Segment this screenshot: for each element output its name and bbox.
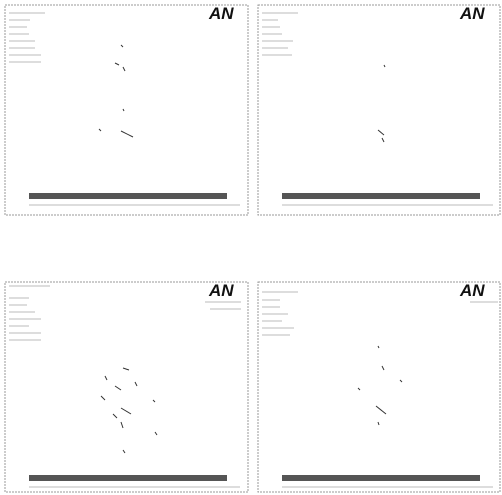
color-legend — [29, 475, 227, 481]
panel: AN — [4, 281, 249, 493]
logo: AN — [208, 4, 234, 23]
panel: AN — [257, 4, 501, 216]
model-plot — [98, 44, 134, 138]
info-lines — [9, 285, 241, 341]
panel-frame — [4, 281, 249, 493]
logo: AN — [208, 281, 234, 300]
info-lines — [262, 12, 298, 56]
logo: AN — [459, 4, 485, 23]
info-lines — [9, 12, 45, 63]
panel-frame — [257, 281, 501, 493]
model-plot — [357, 345, 403, 426]
panel-frame — [4, 4, 249, 216]
model-plot — [100, 367, 158, 454]
panel: AN — [4, 4, 249, 216]
color-legend — [282, 475, 480, 481]
color-legend — [282, 193, 480, 199]
panel: AN — [257, 281, 501, 493]
model-plot — [377, 64, 386, 143]
color-legend — [29, 193, 227, 199]
info-lines — [262, 291, 498, 336]
logo: AN — [459, 281, 485, 300]
panel-frame — [257, 4, 501, 216]
